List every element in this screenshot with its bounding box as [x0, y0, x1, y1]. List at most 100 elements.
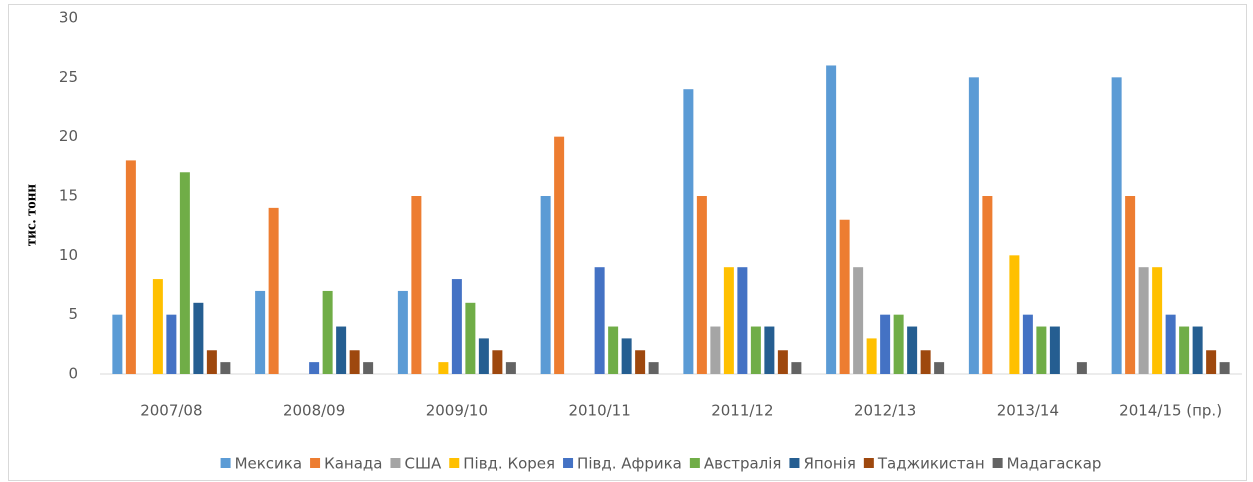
- bar: [920, 350, 931, 374]
- y-tick-label: 25: [59, 68, 78, 86]
- bar: [866, 338, 877, 374]
- bar: [1192, 326, 1203, 374]
- x-tick-label: 2013/14: [997, 402, 1059, 420]
- legend-label: Канада: [324, 455, 382, 473]
- legend-swatch: [220, 458, 231, 468]
- bar: [1179, 326, 1190, 374]
- y-tick-label: 5: [68, 305, 78, 323]
- x-tick-label: 2009/10: [426, 402, 488, 420]
- y-tick-label: 20: [59, 127, 78, 145]
- chart-border: [8, 4, 1247, 481]
- bar: [893, 314, 904, 374]
- bar: [1152, 267, 1163, 374]
- bar: [826, 65, 837, 374]
- legend-label: Півд. Корея: [463, 455, 555, 473]
- bar: [648, 362, 659, 374]
- bar: [206, 350, 217, 374]
- x-tick-label: 2007/08: [140, 402, 202, 420]
- bar: [1206, 350, 1217, 374]
- bar: [268, 207, 279, 374]
- legend-label: Мадагаскар: [1007, 455, 1102, 473]
- bar: [166, 314, 177, 374]
- bar: [777, 350, 788, 374]
- bar: [621, 338, 632, 374]
- legend-label: Таджикистан: [877, 455, 985, 473]
- x-tick-label: 2012/13: [854, 402, 916, 420]
- bar: [710, 326, 721, 374]
- bar: [220, 362, 231, 374]
- bar: [309, 362, 320, 374]
- y-tick-label: 0: [68, 365, 78, 383]
- bar: [880, 314, 891, 374]
- bar: [723, 267, 734, 374]
- bar: [1165, 314, 1176, 374]
- bar: [1125, 196, 1136, 374]
- bar: [193, 302, 204, 374]
- bar: [478, 338, 489, 374]
- bar: [451, 279, 462, 374]
- bar: [363, 362, 374, 374]
- bar: [683, 89, 694, 374]
- bar: [554, 136, 565, 374]
- bar: [635, 350, 646, 374]
- bar: [492, 350, 503, 374]
- bar: [112, 314, 123, 374]
- y-tick-label: 10: [59, 246, 78, 264]
- legend-swatch: [563, 458, 574, 468]
- bar: [934, 362, 945, 374]
- bar: [1009, 255, 1020, 374]
- bar: [1022, 314, 1033, 374]
- legend-swatch: [992, 458, 1003, 468]
- bar: [465, 302, 476, 374]
- y-tick-label: 15: [59, 187, 78, 205]
- bar: [839, 219, 850, 374]
- legend-label: Японія: [803, 455, 855, 473]
- legend-swatch: [789, 458, 800, 468]
- legend-swatch: [689, 458, 700, 468]
- bar: [737, 267, 748, 374]
- y-axis-label: тис. тонн: [23, 184, 39, 246]
- bar: [791, 362, 802, 374]
- bar: [349, 350, 360, 374]
- legend-label: Мексика: [235, 455, 302, 473]
- bar: [750, 326, 761, 374]
- legend-label: США: [404, 455, 442, 473]
- legend-label: Півд. Африка: [577, 455, 682, 473]
- legend-swatch: [449, 458, 460, 468]
- bar: [322, 290, 333, 374]
- bar: [152, 279, 163, 374]
- x-tick-label: 2011/12: [711, 402, 773, 420]
- bar: [1138, 267, 1149, 374]
- legend-label: Австралія: [704, 455, 782, 473]
- legend-swatch: [863, 458, 874, 468]
- x-tick-label: 2014/15 (пр.): [1119, 402, 1222, 420]
- bar: [853, 267, 864, 374]
- bar: [968, 77, 979, 374]
- bar: [1036, 326, 1047, 374]
- bar: [907, 326, 918, 374]
- legend-swatch: [390, 458, 401, 468]
- x-tick-label: 2008/09: [283, 402, 345, 420]
- bar: [608, 326, 619, 374]
- legend-swatch: [310, 458, 321, 468]
- bar: [255, 290, 266, 374]
- bar: [1049, 326, 1060, 374]
- bar: [982, 196, 993, 374]
- bar: [594, 267, 605, 374]
- bar: [438, 362, 449, 374]
- bar: [336, 326, 347, 374]
- bar: [505, 362, 516, 374]
- bar: [696, 196, 707, 374]
- bar: [540, 196, 551, 374]
- bar: [1076, 362, 1087, 374]
- bar: [1219, 362, 1230, 374]
- y-tick-label: 30: [59, 9, 78, 27]
- bar: [411, 196, 422, 374]
- bar: [1111, 77, 1122, 374]
- x-tick-label: 2010/11: [568, 402, 630, 420]
- bar: [397, 290, 408, 374]
- bar: [179, 172, 190, 374]
- bar: [125, 160, 136, 374]
- bar: [764, 326, 775, 374]
